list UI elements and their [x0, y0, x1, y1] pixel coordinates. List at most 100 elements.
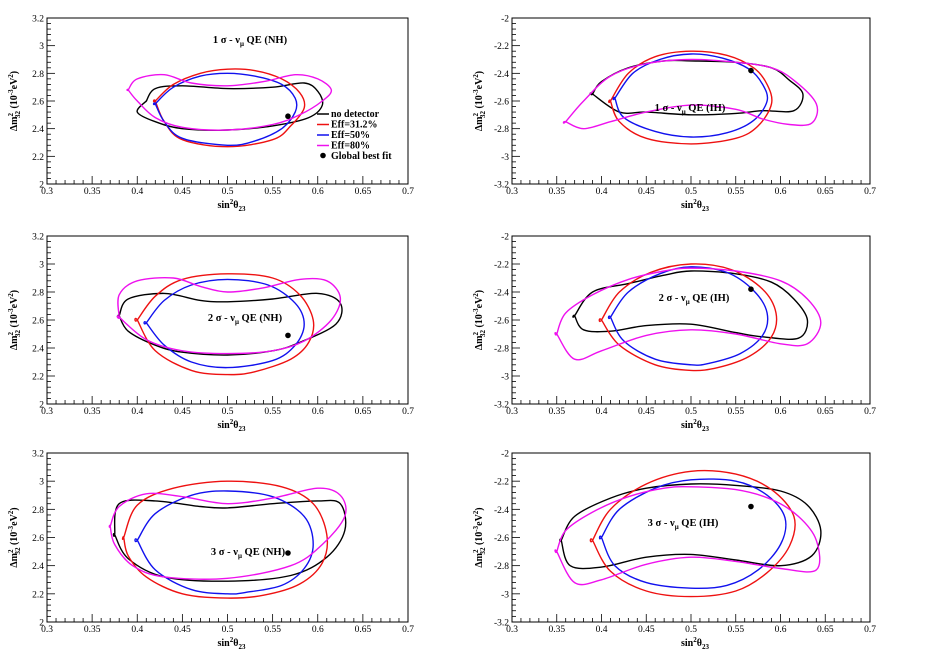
legend: no detectorEff=31.2%Eff=50%Eff=80%Global… — [317, 109, 392, 162]
contour-eff-80 — [116, 276, 342, 355]
y-axis-label: Δm232 (10-3eV2) — [7, 507, 22, 567]
x-tick-label: 0.45 — [638, 625, 655, 635]
best-fit-point — [285, 113, 291, 120]
x-tick-label: 0.45 — [174, 187, 191, 197]
panel-4: 0.3 0.35 0.4 0.45 0.5 0.55 0.6 0.65 0.7 -3.2 -3 -2.… — [472, 233, 876, 434]
y-tick-label: -2.2 — [494, 261, 509, 271]
panel-1: 0.3 0.35 0.4 0.45 0.5 0.55 0.6 0.65 0.7 2 2.2 2.4 2.… — [7, 15, 414, 214]
x-tick-label: 0.3 — [41, 625, 53, 635]
y-tick-label: -2.4 — [494, 506, 509, 516]
x-tick-label: 0.4 — [596, 625, 608, 635]
y-tick-label: 3.2 — [32, 15, 44, 25]
contour-eff-80 — [562, 58, 819, 130]
x-tick-label: 0.35 — [84, 187, 101, 197]
y-tick-label: -2.6 — [494, 534, 509, 544]
x-tick-label: 0.3 — [506, 187, 518, 197]
y-tick-label: -2.8 — [494, 345, 509, 355]
x-tick-label: 0.6 — [312, 407, 324, 417]
x-tick-label: 0.55 — [727, 187, 744, 197]
y-tick-label: -2.4 — [494, 70, 509, 80]
y-axis-label: Δm232 (10-3eV2) — [7, 71, 22, 131]
y-tick-label: -2.2 — [494, 478, 509, 488]
x-tick-label: 0.65 — [355, 187, 372, 197]
contour-eff-50 — [152, 72, 298, 147]
x-tick-label: 0.55 — [264, 187, 281, 197]
plot-frame — [46, 452, 409, 623]
y-tick-label: 2 — [39, 619, 44, 629]
contour-eff-31 — [121, 480, 329, 599]
x-tick-label: 0.6 — [312, 187, 324, 197]
x-axis-label: sin2θ23 — [681, 198, 709, 213]
x-tick-label: 0.4 — [131, 187, 143, 197]
y-axis-label: Δm232 (10-3eV2) — [472, 507, 487, 567]
y-tick-label: 3 — [39, 42, 44, 52]
x-tick-label: 0.6 — [775, 407, 787, 417]
x-tick-label: 0.4 — [596, 187, 608, 197]
x-tick-label: 0.45 — [174, 625, 191, 635]
panel-2: 0.3 0.35 0.4 0.45 0.5 0.55 0.6 0.65 0.7 -3.2 -3 -2.… — [472, 15, 876, 214]
y-tick-label: 2.6 — [32, 534, 44, 544]
contour-eff-80 — [126, 73, 333, 131]
contour-eff-80 — [108, 487, 347, 580]
x-tick-label: 0.4 — [596, 407, 608, 417]
x-tick-label: 0.55 — [727, 625, 744, 635]
y-tick-label: 2 — [39, 181, 44, 191]
contour-eff-31 — [608, 50, 773, 145]
x-tick-label: 0.3 — [41, 187, 53, 197]
x-axis-label: sin2θ23 — [681, 636, 709, 651]
x-tick-label: 0.6 — [775, 187, 787, 197]
y-tick-label: 2.6 — [32, 98, 44, 108]
y-tick-label: 2 — [39, 401, 44, 411]
x-tick-label: 0.65 — [817, 187, 834, 197]
x-tick-label: 0.7 — [864, 625, 876, 635]
y-tick-label: -2.8 — [494, 562, 509, 572]
x-tick-label: 0.4 — [131, 407, 143, 417]
y-tick-label: 2.4 — [32, 345, 44, 355]
x-axis-label: sin2θ23 — [218, 636, 246, 651]
x-tick-label: 0.65 — [355, 407, 372, 417]
y-tick-label: 2.2 — [32, 590, 44, 600]
best-fit-point — [748, 67, 754, 74]
y-tick-label: -2 — [501, 15, 509, 25]
x-tick-label: 0.3 — [41, 407, 53, 417]
best-fit-point — [748, 503, 754, 510]
x-tick-label: 0.65 — [817, 407, 834, 417]
y-tick-label: -3 — [501, 590, 509, 600]
panel-title: 2 σ - νμ QE (NH) — [208, 313, 283, 326]
x-axis-label: sin2θ23 — [218, 198, 246, 213]
y-tick-label: -2.8 — [494, 125, 509, 135]
y-tick-label: 2.8 — [32, 506, 44, 516]
y-tick-label: -2.6 — [494, 98, 509, 108]
x-tick-label: 0.7 — [864, 407, 876, 417]
panel-title: 2 σ - νμ QE (IH) — [659, 293, 730, 306]
legend-label: Eff=80% — [331, 141, 370, 152]
panel-6: 0.3 0.35 0.4 0.45 0.5 0.55 0.6 0.65 0.7 -3.2 -3 -2.… — [472, 450, 876, 652]
x-tick-label: 0.35 — [548, 625, 565, 635]
contour-eff-50 — [612, 53, 769, 138]
legend-label: Global best fit — [331, 151, 392, 162]
x-tick-label: 0.7 — [402, 407, 414, 417]
x-tick-label: 0.55 — [264, 407, 281, 417]
x-tick-label: 0.35 — [548, 407, 565, 417]
y-tick-label: 3 — [39, 478, 44, 488]
x-tick-label: 0.55 — [727, 407, 744, 417]
legend-label: Eff=31.2% — [331, 120, 378, 131]
x-tick-label: 0.65 — [355, 625, 372, 635]
contour-eff-80 — [554, 486, 821, 586]
y-tick-label: 2.2 — [32, 153, 44, 163]
plot-frame — [511, 17, 871, 185]
best-fit-point — [285, 332, 291, 339]
y-tick-label: 2.8 — [32, 70, 44, 80]
x-tick-label: 0.45 — [174, 407, 191, 417]
y-tick-label: -3.2 — [494, 181, 509, 191]
contour-no-detector — [136, 82, 324, 131]
x-tick-label: 0.4 — [131, 625, 143, 635]
panel-5: 0.3 0.35 0.4 0.45 0.5 0.55 0.6 0.65 0.7 2 2.2 2.4 2.… — [7, 450, 414, 652]
y-tick-label: -2 — [501, 450, 509, 460]
x-tick-label: 0.65 — [817, 625, 834, 635]
legend-best-fit-marker — [320, 152, 326, 159]
x-tick-label: 0.5 — [222, 407, 234, 417]
legend-label: no detector — [331, 109, 380, 120]
y-tick-label: -3.2 — [494, 401, 509, 411]
x-tick-label: 0.35 — [84, 625, 101, 635]
